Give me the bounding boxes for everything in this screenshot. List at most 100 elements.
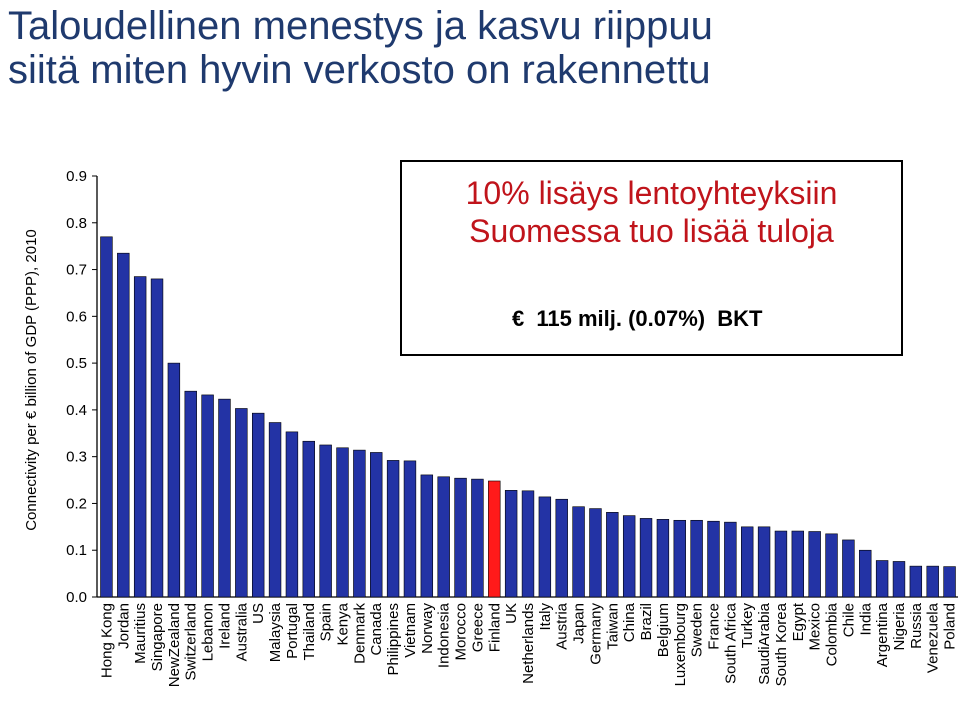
- x-tick-label: Venezuela: [925, 602, 942, 673]
- x-tick-label: Luxembourg: [672, 603, 689, 686]
- x-tick-label: NewZealand: [166, 603, 183, 687]
- x-tick-label: Portugal: [284, 603, 301, 659]
- x-tick-label: South Africa: [722, 602, 739, 684]
- title-line-1: Taloudellinen menestys ja kasvu riippuu: [8, 4, 713, 48]
- bar: [707, 520, 720, 598]
- bar: [353, 449, 366, 598]
- y-tick-label: 0.6: [66, 308, 87, 325]
- y-tick-label: 0.3: [66, 449, 87, 466]
- bar: [184, 390, 197, 598]
- callout-title-line-2: Suomessa tuo lisää tuloja: [469, 213, 834, 249]
- callout-title-line-1: 10% lisäys lentoyhteyksiin: [465, 175, 838, 211]
- bar: [437, 476, 450, 598]
- x-tick-label: Ireland: [216, 603, 233, 649]
- callout-box: 10% lisäys lentoyhteyksiin Suomessa tuo …: [400, 160, 903, 356]
- x-tick-label: Philippines: [385, 603, 402, 676]
- bar: [302, 440, 315, 598]
- bar: [285, 431, 299, 598]
- y-tick-label: 0.4: [66, 402, 87, 419]
- x-tick-label: Finland: [486, 603, 503, 652]
- x-tick-label: Sweden: [689, 603, 706, 657]
- bar: [622, 515, 636, 598]
- bar: [926, 565, 939, 598]
- y-tick-label: 0.2: [66, 495, 87, 512]
- x-tick-label: India: [857, 602, 874, 635]
- bar: [370, 452, 383, 598]
- x-tick-label: Belgium: [655, 603, 672, 657]
- x-tick-label: SaudiArabia: [756, 602, 773, 684]
- x-tick-label: Greece: [469, 603, 486, 652]
- bar: [724, 521, 737, 598]
- x-tick-label: Malaysia: [267, 602, 284, 662]
- callout-detail: € 115 milj. (0.07%) BKT: [512, 306, 768, 332]
- x-tick-label: Jordan: [115, 603, 132, 649]
- x-tick-label: Lebanon: [200, 603, 217, 661]
- bar: [133, 276, 147, 598]
- bar: [859, 549, 872, 598]
- bar: [572, 506, 585, 598]
- x-tick-label: Argentina: [874, 602, 891, 667]
- bar: [454, 477, 467, 598]
- bar: [386, 460, 400, 598]
- x-tick-label: US: [250, 603, 267, 624]
- x-tick-label: Germany: [587, 603, 604, 665]
- x-tick-label: Russia: [908, 602, 925, 649]
- x-tick-label: Spain: [318, 603, 335, 641]
- x-tick-label: China: [621, 602, 638, 642]
- bar: [201, 394, 214, 598]
- bar: [336, 447, 349, 598]
- x-tick-label: Singapore: [149, 603, 166, 671]
- x-tick-label: Vietnam: [402, 603, 419, 658]
- x-tick-label: Mexico: [807, 603, 824, 651]
- x-tick-label: France: [705, 603, 722, 650]
- bar: [791, 530, 805, 598]
- bar: [504, 490, 518, 598]
- bar: [656, 519, 670, 598]
- bar: [555, 498, 568, 598]
- bar: [690, 519, 703, 598]
- bar: [268, 422, 282, 598]
- bar: [892, 561, 906, 598]
- bar-highlight: [488, 480, 501, 598]
- bar: [943, 566, 956, 598]
- y-tick-label: 0.7: [66, 262, 87, 279]
- x-tick-label: Nigeria: [891, 602, 908, 650]
- y-tick-label: 0.0: [66, 589, 87, 606]
- x-tick-label: Hong Kong: [98, 603, 115, 678]
- x-tick-label: Netherlands: [520, 603, 537, 684]
- bar: [167, 362, 181, 598]
- bar: [420, 474, 434, 598]
- bar: [741, 526, 754, 598]
- x-tick-label: Indonesia: [436, 602, 453, 668]
- bar: [639, 518, 653, 598]
- y-tick-label: 0.1: [66, 542, 87, 559]
- x-tick-label: Poland: [942, 603, 959, 650]
- x-tick-label: Japan: [571, 603, 588, 644]
- bar: [842, 539, 855, 598]
- x-tick-label: Colombia: [824, 602, 841, 666]
- x-tick-label: Brazil: [638, 603, 655, 641]
- title-line-2: siitä miten hyvin verkosto on rakennettu: [8, 48, 711, 92]
- bar: [251, 412, 265, 598]
- x-tick-label: UK: [503, 603, 520, 624]
- y-tick-label: 0.5: [66, 355, 87, 372]
- bar: [471, 478, 484, 598]
- x-tick-label: Italy: [537, 603, 554, 631]
- bar: [606, 512, 619, 598]
- x-tick-label: Taiwan: [604, 603, 621, 650]
- callout-detail-value: 115 milj. (0.07%): [536, 306, 706, 331]
- page-title: Taloudellinen menestys ja kasvu riippuu …: [8, 4, 948, 92]
- bar: [319, 444, 332, 598]
- y-tick-label: 0.8: [66, 215, 87, 232]
- x-tick-label: Egypt: [790, 602, 807, 641]
- x-tick-label: Norway: [419, 603, 436, 654]
- x-tick-label: Mauritius: [132, 603, 149, 664]
- x-tick-label: Turkey: [739, 603, 756, 649]
- bar: [909, 565, 923, 598]
- x-tick-label: Kenya: [335, 602, 352, 645]
- x-tick-label: Thailand: [301, 603, 318, 661]
- bar: [825, 533, 838, 598]
- bar: [100, 236, 113, 598]
- bar: [521, 490, 535, 598]
